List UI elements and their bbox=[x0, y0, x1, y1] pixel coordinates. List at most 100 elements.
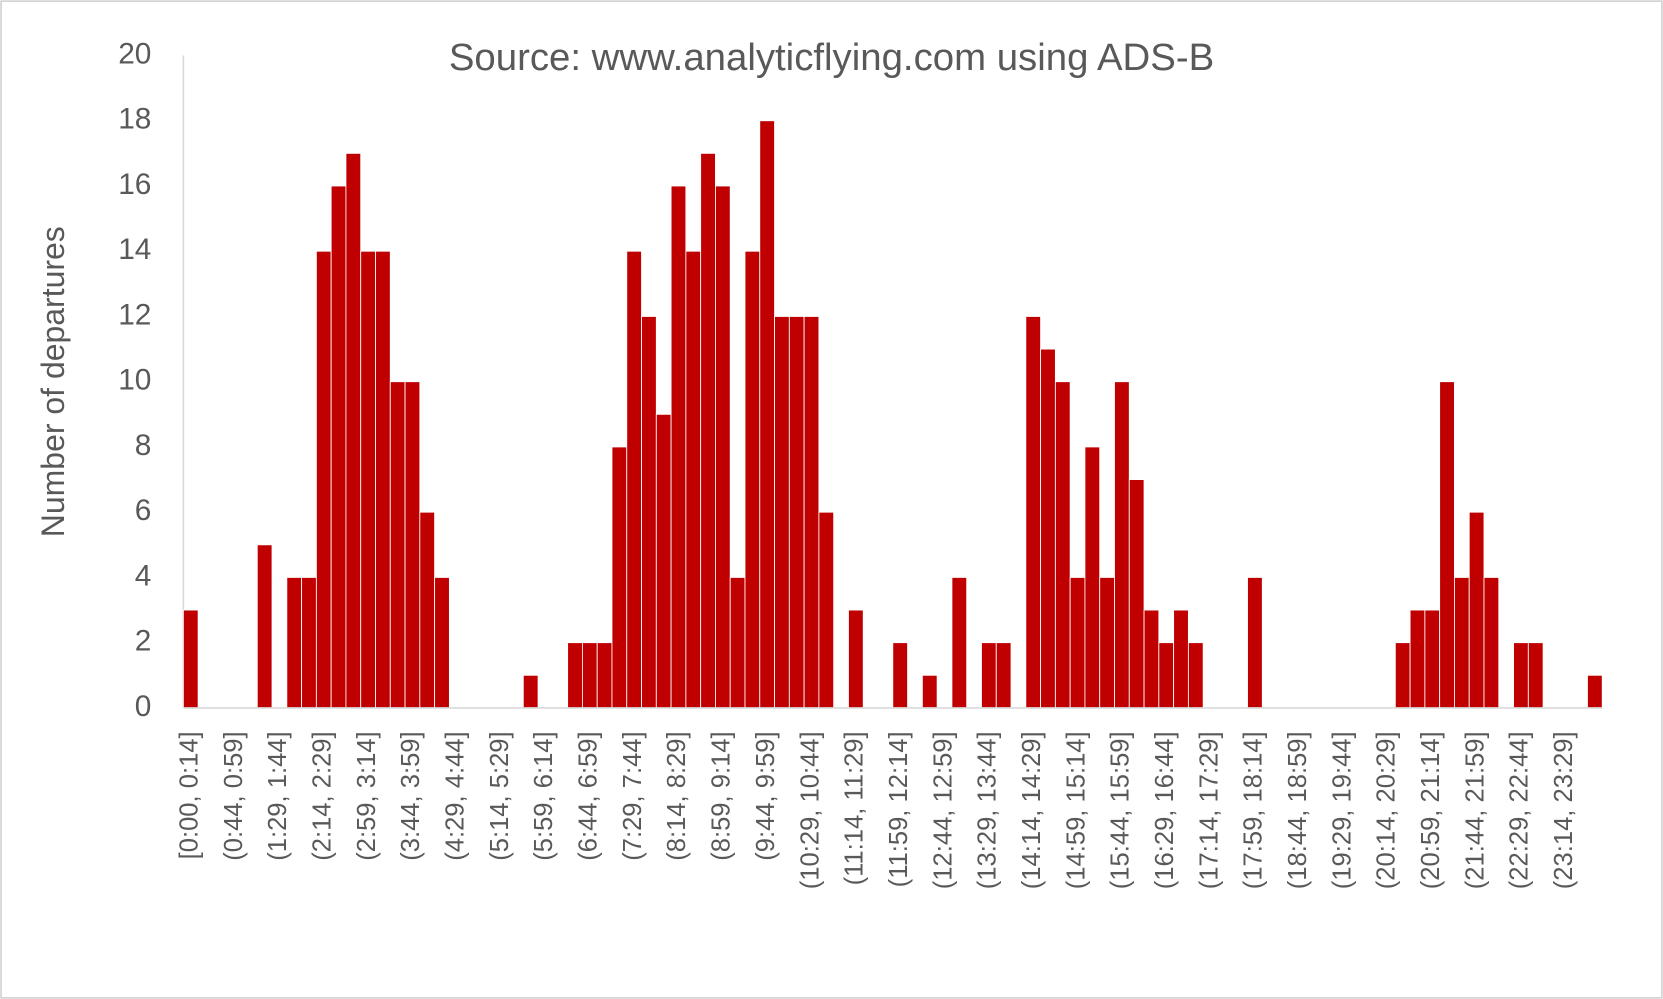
bar bbox=[803, 316, 820, 709]
x-tick-label: (17:14, 17:29] bbox=[1195, 731, 1223, 889]
x-tick-label: (11:59, 12:14] bbox=[885, 731, 913, 887]
y-tick-label: 20 bbox=[118, 37, 151, 70]
bar bbox=[1187, 642, 1204, 709]
bar bbox=[788, 316, 805, 709]
x-tick-label: (13:29, 13:44] bbox=[974, 731, 1002, 889]
x-tick-label: (7:29, 7:44] bbox=[619, 731, 647, 860]
bar bbox=[848, 609, 864, 709]
bar bbox=[1099, 577, 1115, 709]
y-tick-label: 18 bbox=[118, 103, 151, 136]
bar bbox=[1394, 642, 1411, 709]
bar bbox=[1084, 446, 1101, 709]
chart-title: Source: www.analyticflying.com using ADS… bbox=[449, 36, 1214, 79]
y-tick-label: 12 bbox=[118, 298, 151, 331]
y-tick-label: 2 bbox=[135, 625, 152, 658]
y-tick-label: 10 bbox=[118, 364, 151, 397]
bar bbox=[1409, 609, 1426, 709]
bar bbox=[419, 511, 436, 709]
bar bbox=[1454, 577, 1470, 709]
bar bbox=[1439, 381, 1455, 709]
x-tick-label: (8:14, 8:29] bbox=[663, 731, 691, 860]
y-axis-label: Number of departures bbox=[35, 226, 71, 537]
bar bbox=[981, 642, 997, 709]
bar bbox=[1025, 316, 1042, 709]
x-tick-label: (22:29, 22:44] bbox=[1506, 731, 1534, 889]
x-tick-label: (5:59, 6:14] bbox=[530, 731, 558, 860]
bar bbox=[995, 642, 1012, 709]
bar bbox=[434, 577, 450, 709]
bar bbox=[1158, 642, 1175, 709]
bar bbox=[921, 674, 938, 709]
bar bbox=[1527, 642, 1544, 709]
x-tick-label: (19:29, 19:44] bbox=[1328, 731, 1356, 889]
y-tick-label: 0 bbox=[135, 690, 152, 723]
bar bbox=[700, 152, 716, 709]
bar bbox=[404, 381, 421, 709]
bar bbox=[1483, 577, 1500, 709]
bar bbox=[641, 316, 657, 709]
bar bbox=[389, 381, 406, 709]
bar bbox=[1173, 609, 1189, 709]
x-tick-label: (4:29, 4:44] bbox=[442, 731, 470, 860]
bar bbox=[715, 185, 731, 709]
bar bbox=[655, 413, 672, 709]
bar bbox=[1128, 479, 1145, 709]
bar bbox=[1143, 609, 1160, 709]
bar bbox=[1424, 609, 1441, 709]
bar bbox=[286, 577, 303, 709]
bar bbox=[892, 642, 909, 709]
bar bbox=[951, 577, 968, 709]
bar bbox=[596, 642, 613, 709]
bar bbox=[1468, 511, 1485, 709]
x-tick-label: (17:59, 18:14] bbox=[1240, 731, 1268, 889]
bar bbox=[626, 250, 642, 709]
x-tick-label: (16:29, 16:44] bbox=[1151, 731, 1179, 889]
x-tick-label: (0:44, 0:59] bbox=[220, 731, 248, 860]
y-tick-label: 4 bbox=[135, 559, 152, 592]
bar bbox=[744, 250, 761, 709]
x-tick-label: (14:59, 15:14] bbox=[1062, 731, 1090, 889]
bar bbox=[567, 642, 583, 709]
x-tick-label: (11:14, 11:29] bbox=[841, 731, 869, 885]
bar bbox=[301, 577, 317, 709]
bar bbox=[818, 511, 835, 709]
x-tick-label: (10:29, 10:44] bbox=[796, 731, 824, 889]
x-tick-label: (21:44, 21:59] bbox=[1461, 731, 1489, 889]
bar bbox=[670, 185, 687, 709]
bar bbox=[1114, 381, 1130, 709]
x-tick-label: (1:29, 1:44] bbox=[264, 731, 292, 860]
bar bbox=[375, 250, 391, 709]
x-tick-label: (15:44, 15:59] bbox=[1107, 731, 1135, 889]
bar bbox=[1247, 577, 1263, 709]
x-tick-label: [0:00, 0:14] bbox=[175, 731, 203, 859]
bar bbox=[1513, 642, 1529, 709]
bar bbox=[1054, 381, 1071, 709]
bar bbox=[729, 577, 746, 709]
bar bbox=[1040, 348, 1056, 709]
bar bbox=[611, 446, 628, 709]
bar bbox=[360, 250, 376, 709]
bar bbox=[182, 609, 199, 709]
bar bbox=[1587, 674, 1603, 709]
x-tick-label: (5:14, 5:29] bbox=[486, 731, 514, 860]
x-tick-label: (18:44, 18:59] bbox=[1284, 731, 1312, 889]
bar bbox=[345, 152, 362, 709]
bar bbox=[759, 120, 775, 709]
x-tick-label: (2:59, 3:14] bbox=[353, 731, 381, 860]
x-tick-label: (23:14, 23:29] bbox=[1550, 731, 1578, 889]
y-tick-label: 14 bbox=[118, 233, 151, 266]
y-tick-label: 16 bbox=[118, 168, 151, 201]
bar bbox=[774, 316, 790, 709]
x-tick-label: (9:44, 9:59] bbox=[752, 731, 780, 860]
bar bbox=[685, 250, 702, 709]
x-tick-label: (2:14, 2:29] bbox=[309, 731, 337, 860]
x-tick-label: (20:59, 21:14] bbox=[1417, 731, 1445, 889]
bar bbox=[256, 544, 273, 709]
x-tick-label: (20:14, 20:29] bbox=[1373, 731, 1401, 889]
y-tick-label: 6 bbox=[135, 494, 152, 527]
x-tick-label: (6:44, 6:59] bbox=[575, 731, 603, 860]
x-tick-label: (12:44, 12:59] bbox=[929, 731, 957, 889]
